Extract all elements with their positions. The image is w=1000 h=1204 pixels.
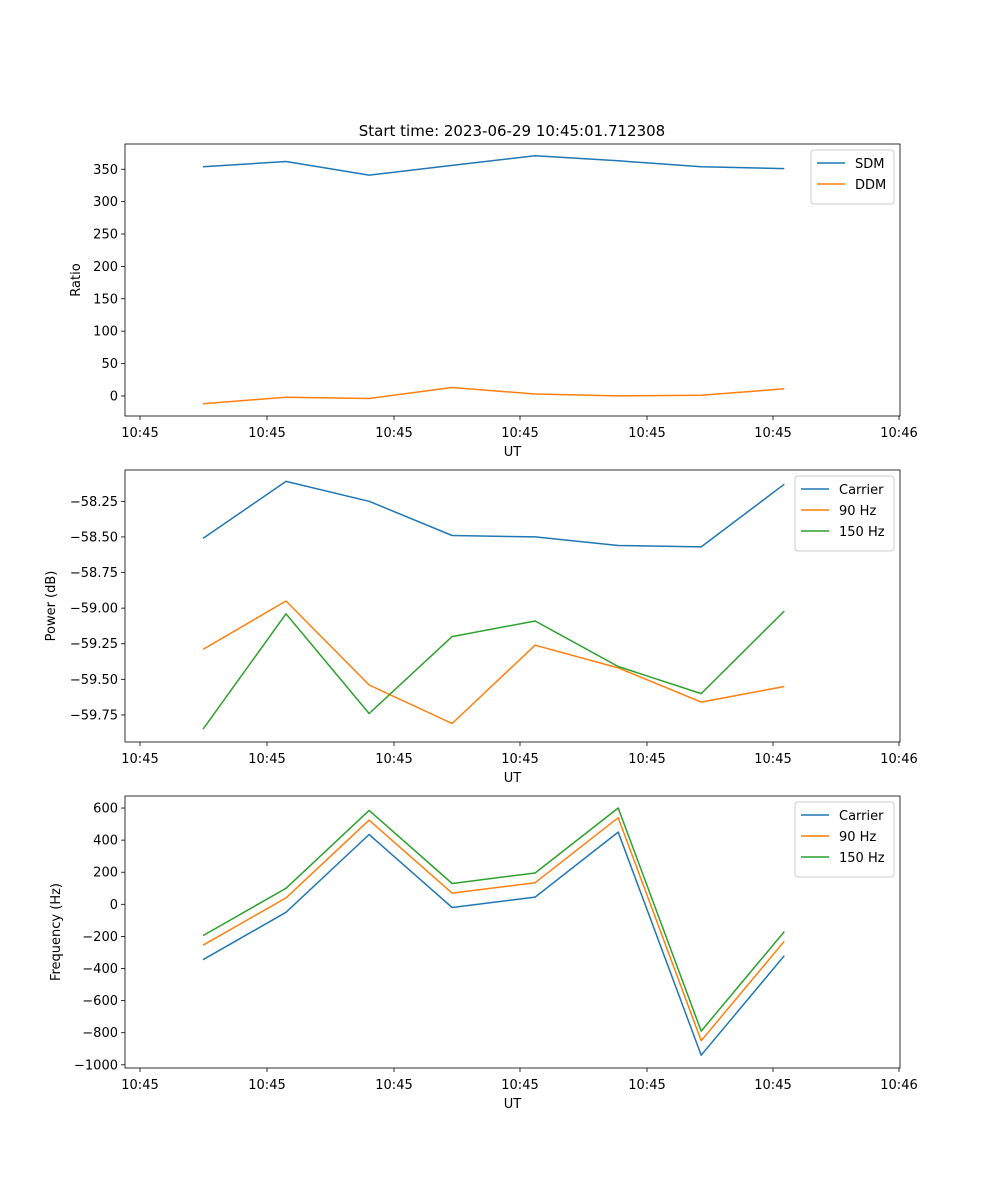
series-line-ddm — [202, 386, 785, 405]
series-line-sdm — [202, 154, 785, 176]
legend-label: 150 Hz — [839, 525, 885, 540]
series-line-carrier — [202, 480, 785, 548]
legend-label: 90 Hz — [839, 830, 876, 845]
y-tick-label: 0 — [110, 389, 118, 404]
y-tick-label: 200 — [93, 866, 118, 881]
y-axis-label: Power (dB) — [44, 571, 59, 642]
series-line-carrier — [202, 831, 785, 1056]
y-tick-label: 350 — [93, 163, 118, 178]
legend: Carrier 90 Hz 150 Hz — [794, 475, 895, 552]
y-tick-label: −400 — [82, 962, 118, 977]
x-tick-label: 10:46 — [880, 1078, 917, 1093]
y-tick-label: 400 — [93, 834, 118, 849]
x-tick-label: 10:45 — [628, 752, 665, 767]
y-tick-label: 600 — [93, 802, 118, 817]
x-tick-label: 10:45 — [248, 426, 285, 441]
x-axis-label: UT — [504, 445, 522, 460]
x-tick-label: 10:45 — [754, 1078, 791, 1093]
x-tick-label: 10:45 — [501, 1078, 538, 1093]
plot-frame — [124, 469, 901, 743]
legend-label: 90 Hz — [839, 504, 876, 519]
series-line-150-hz — [202, 610, 785, 730]
x-axis-label: UT — [504, 771, 522, 786]
x-tick-label: 10:45 — [375, 426, 412, 441]
y-tick-label: −800 — [82, 1026, 118, 1041]
x-tick-label: 10:45 — [248, 752, 285, 767]
chart-panel-3: 10:45 10:45 10:45 10:45 10:45 10:45 10:46 UT −10… — [49, 795, 918, 1112]
chart-panel-2: 10:45 10:45 10:45 10:45 10:45 10:45 10:46 UT −59… — [44, 469, 918, 786]
y-tick-label: −1000 — [74, 1058, 118, 1073]
y-tick-label: −59.75 — [70, 708, 118, 723]
y-tick-label: −59.50 — [70, 673, 118, 688]
chart-panel-1: 10:45 10:45 10:45 10:45 10:45 10:45 10:46 UT 0 50… — [69, 143, 918, 460]
legend-label: Carrier — [839, 809, 884, 824]
legend-box — [794, 475, 895, 552]
y-axis-label: Ratio — [69, 263, 84, 296]
y-tick-label: −200 — [82, 930, 118, 945]
x-tick-label: 10:46 — [880, 426, 917, 441]
x-tick-label: 10:45 — [248, 1078, 285, 1093]
y-tick-label: 150 — [93, 292, 118, 307]
y-tick-label: −58.50 — [70, 530, 118, 545]
y-tick-label: −58.25 — [70, 495, 118, 510]
plot-frame — [124, 795, 901, 1069]
legend: Carrier 90 Hz 150 Hz — [794, 801, 895, 878]
legend-box — [794, 801, 895, 878]
x-tick-label: 10:45 — [501, 752, 538, 767]
y-tick-label: −600 — [82, 994, 118, 1009]
x-tick-label: 10:45 — [754, 426, 791, 441]
legend-label: SDM — [855, 157, 884, 172]
x-axis-label: UT — [504, 1097, 522, 1112]
plot-frame — [124, 143, 901, 417]
legend: SDM DDM — [810, 149, 895, 205]
x-tick-label: 10:45 — [121, 752, 158, 767]
y-tick-label: 250 — [93, 228, 118, 243]
legend-label: Carrier — [839, 483, 884, 498]
y-tick-label: 0 — [110, 898, 118, 913]
y-tick-label: 50 — [101, 357, 118, 372]
x-tick-label: 10:45 — [121, 1078, 158, 1093]
series-line-150-hz — [202, 807, 785, 1032]
y-tick-label: 200 — [93, 260, 118, 275]
x-tick-label: 10:45 — [121, 426, 158, 441]
y-tick-label: −59.00 — [70, 602, 118, 617]
series-line-90-hz — [202, 600, 785, 725]
x-tick-label: 10:45 — [628, 426, 665, 441]
x-tick-label: 10:46 — [880, 752, 917, 767]
x-tick-label: 10:45 — [628, 1078, 665, 1093]
legend-label: DDM — [855, 178, 886, 193]
y-tick-label: −58.75 — [70, 566, 118, 581]
x-tick-label: 10:45 — [375, 1078, 412, 1093]
legend-label: 150 Hz — [839, 851, 885, 866]
x-tick-label: 10:45 — [375, 752, 412, 767]
figure-title: Start time: 2023-06-29 10:45:01.712308 — [359, 122, 665, 140]
series-line-90-hz — [202, 816, 785, 1042]
y-axis-label: Frequency (Hz) — [49, 883, 64, 981]
x-tick-label: 10:45 — [754, 752, 791, 767]
y-tick-label: 100 — [93, 325, 118, 340]
y-tick-label: −59.25 — [70, 637, 118, 652]
y-tick-label: 300 — [93, 195, 118, 210]
x-tick-label: 10:45 — [501, 426, 538, 441]
